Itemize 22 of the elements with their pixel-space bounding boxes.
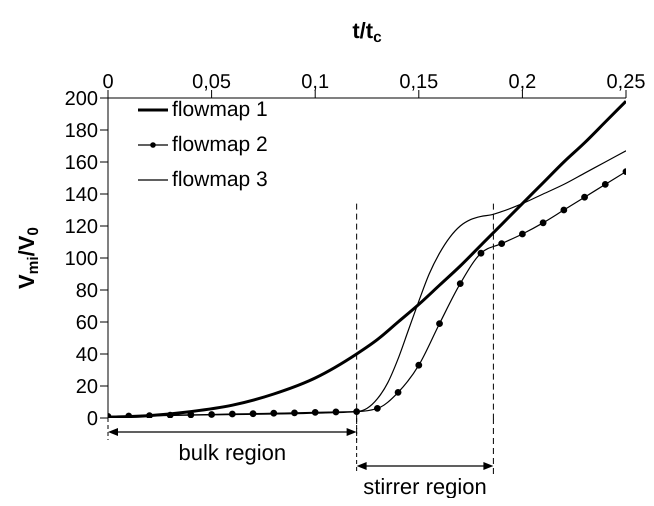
y-tick-label: 200 — [64, 88, 98, 110]
x-tick-label: 0,2 — [508, 71, 536, 93]
y-tick-label: 80 — [76, 280, 98, 302]
x-tick-label: 0,1 — [301, 71, 330, 93]
legend-label: flowmap 2 — [172, 132, 268, 156]
y-tick-label: 100 — [64, 248, 98, 270]
y-tick-label: 160 — [64, 152, 98, 174]
x-tick-label: 0,15 — [399, 71, 438, 93]
y-tick-label: 0 — [86, 408, 98, 430]
x-tick-label: 0 — [102, 71, 114, 93]
y-tick-label: 140 — [64, 184, 98, 206]
y-tick-label: 60 — [76, 312, 98, 334]
text: bulk region — [178, 440, 286, 465]
y-tick-label: 120 — [64, 216, 98, 238]
y-tick-label: 20 — [76, 376, 98, 398]
x-tick-label: 0,25 — [606, 71, 646, 93]
y-tick-label: 40 — [76, 344, 98, 366]
x-axis-title: t/t$_{c}$ — [352, 18, 382, 46]
legend-label: flowmap 1 — [172, 98, 268, 122]
legend-label: flowmap 3 — [172, 168, 268, 192]
x-tick-label: 0,05 — [192, 71, 232, 93]
y-tick-label: 180 — [64, 120, 98, 142]
